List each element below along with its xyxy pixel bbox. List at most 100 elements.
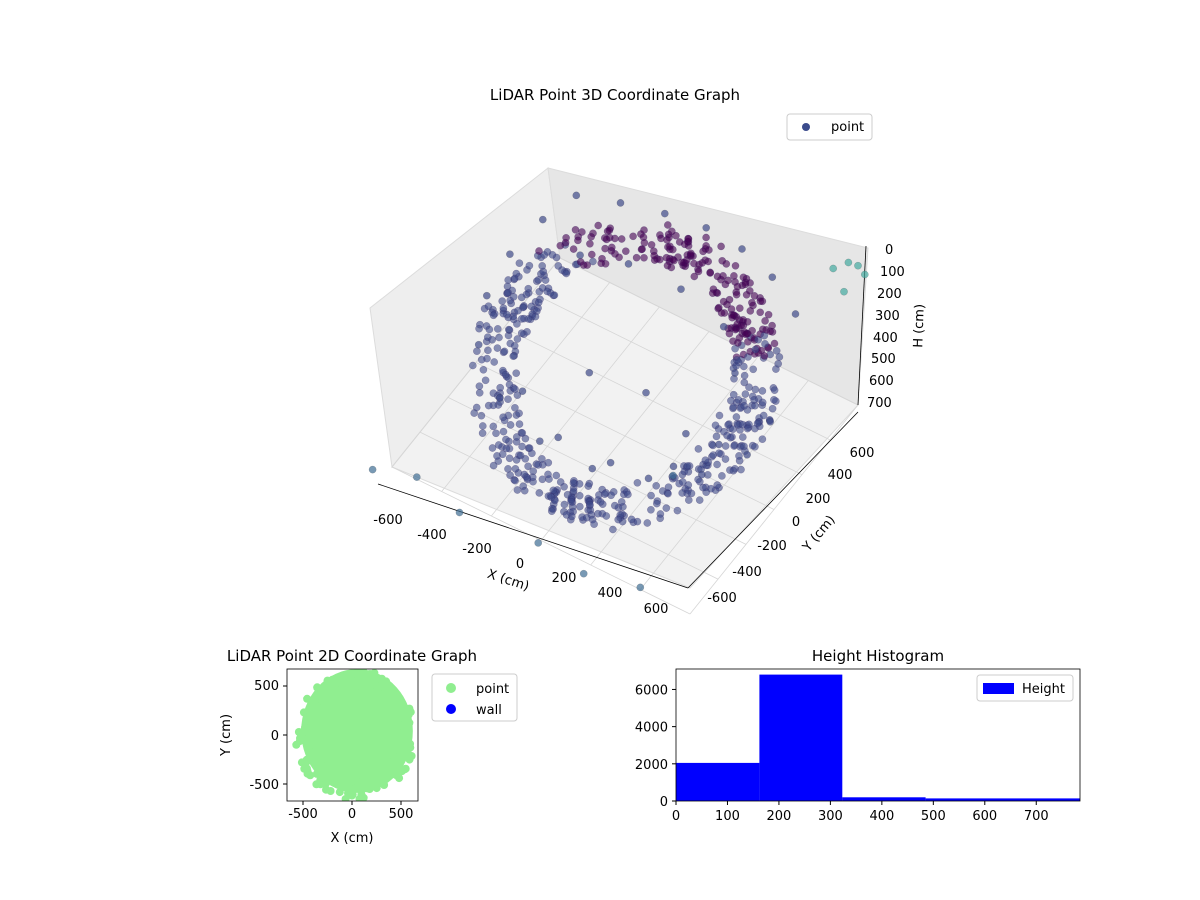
scatter-point: [322, 785, 330, 794]
scatter-point: [505, 454, 514, 463]
scatter-point: [556, 478, 565, 486]
scatter-point: [712, 432, 721, 441]
scatter-point: [624, 260, 633, 268]
scatter-point: [746, 307, 755, 315]
scatter-point: [525, 444, 534, 452]
scatter-point: [605, 226, 614, 235]
scatter-point: [729, 425, 737, 434]
scatter-point: [670, 256, 678, 265]
scatter-point: [475, 324, 483, 333]
scatter-point: [468, 361, 477, 370]
scatter-point: [718, 472, 726, 480]
scatter-point: [518, 387, 527, 396]
scatter-point: [386, 765, 394, 774]
scatter-point: [534, 461, 542, 469]
legend-3d-box: [786, 113, 873, 141]
scatter-point: [614, 515, 623, 524]
legend-2d-label-point: point: [476, 682, 509, 697]
y-tick-label: -400: [732, 565, 762, 580]
scatter-point: [515, 259, 524, 268]
scatter-point: [586, 239, 594, 248]
x-tick-label: 0: [516, 557, 524, 572]
scatter-point: [738, 433, 747, 441]
scatter-point: [602, 235, 611, 244]
scatter-point: [517, 315, 526, 323]
scatter-point: [690, 259, 698, 268]
scatter-point: [391, 690, 400, 699]
scatter-point: [377, 691, 386, 700]
scatter-point: [743, 317, 752, 326]
chart-histogram: Height Histogram 0 100 200 300 400 500 600 7000…: [635, 647, 1081, 824]
scatter-point: [669, 471, 677, 480]
scatter-point: [521, 434, 530, 443]
legend-2d-marker-point: [446, 683, 456, 693]
scatter-point: [791, 310, 800, 318]
scatter-point: [504, 325, 513, 334]
scatter-point: [774, 359, 783, 368]
scatter-point: [305, 730, 314, 739]
scatter-point: [578, 228, 586, 236]
scatter-point: [711, 421, 720, 430]
scatter-point: [371, 687, 380, 696]
scatter-point: [639, 233, 648, 242]
scatter-point: [724, 421, 732, 429]
scatter-point: [534, 298, 543, 307]
scatter-point: [587, 232, 596, 241]
scatter-point: [562, 269, 571, 278]
scatter-point: [575, 480, 584, 488]
y-tick-label: 0: [271, 729, 279, 744]
x-tick-label: 0: [672, 809, 680, 824]
scatter-point: [489, 422, 498, 431]
scatter-point: [513, 486, 522, 494]
scatter-point: [359, 674, 368, 683]
scatter-point: [574, 236, 582, 245]
scatter-point: [572, 191, 581, 200]
scatter-point: [589, 257, 597, 266]
scatter-point: [512, 369, 521, 378]
scatter-point: [713, 481, 722, 489]
scatter-point: [473, 347, 481, 356]
histogram-bars: [676, 674, 1080, 801]
scatter-point: [775, 353, 784, 361]
scatter-point: [753, 419, 762, 428]
scatter-point: [543, 287, 552, 296]
y-tick-label: -200: [757, 539, 787, 554]
histogram-bar: [925, 798, 1080, 801]
z-tick-labels: 0 100 200 300 400 500 600 700: [867, 243, 905, 411]
scatter-point: [304, 712, 313, 721]
scatter-point: [492, 429, 500, 438]
scatter-point: [517, 329, 526, 338]
scatter-point: [392, 771, 400, 779]
scatter-point: [663, 236, 671, 244]
scatter-point: [664, 489, 672, 498]
scatter-point: [587, 250, 596, 259]
scatter-point: [585, 368, 594, 377]
scatter-point: [698, 259, 707, 267]
scatter-point: [740, 378, 749, 387]
scatter-point: [708, 289, 717, 298]
z-tick-label: 500: [871, 352, 896, 367]
scatter-point: [600, 490, 609, 499]
scatter-point: [663, 221, 672, 229]
x-tick-label: 500: [921, 809, 946, 824]
scatter-point: [470, 409, 479, 417]
scatter-point: [583, 261, 592, 269]
scatter-point: [524, 462, 532, 471]
scatter-point: [560, 500, 569, 509]
scatter-point: [515, 409, 523, 418]
x-tick-label: -200: [462, 542, 492, 557]
scatter-point: [740, 401, 749, 410]
scatter-point: [548, 250, 557, 259]
scatter-point: [652, 499, 661, 508]
scatter-point: [347, 675, 356, 684]
scatter-point: [493, 325, 502, 333]
scatter-point: [506, 471, 514, 480]
x-tick-label: 0: [348, 807, 356, 822]
scatter-point: [545, 475, 553, 483]
legend-histogram-box: [976, 674, 1074, 702]
scatter-point: [569, 487, 578, 496]
grid-line: [531, 292, 831, 441]
scatter-point: [579, 569, 588, 578]
legend-2d-marker-wall: [446, 704, 456, 714]
scatter-point: [647, 240, 656, 249]
